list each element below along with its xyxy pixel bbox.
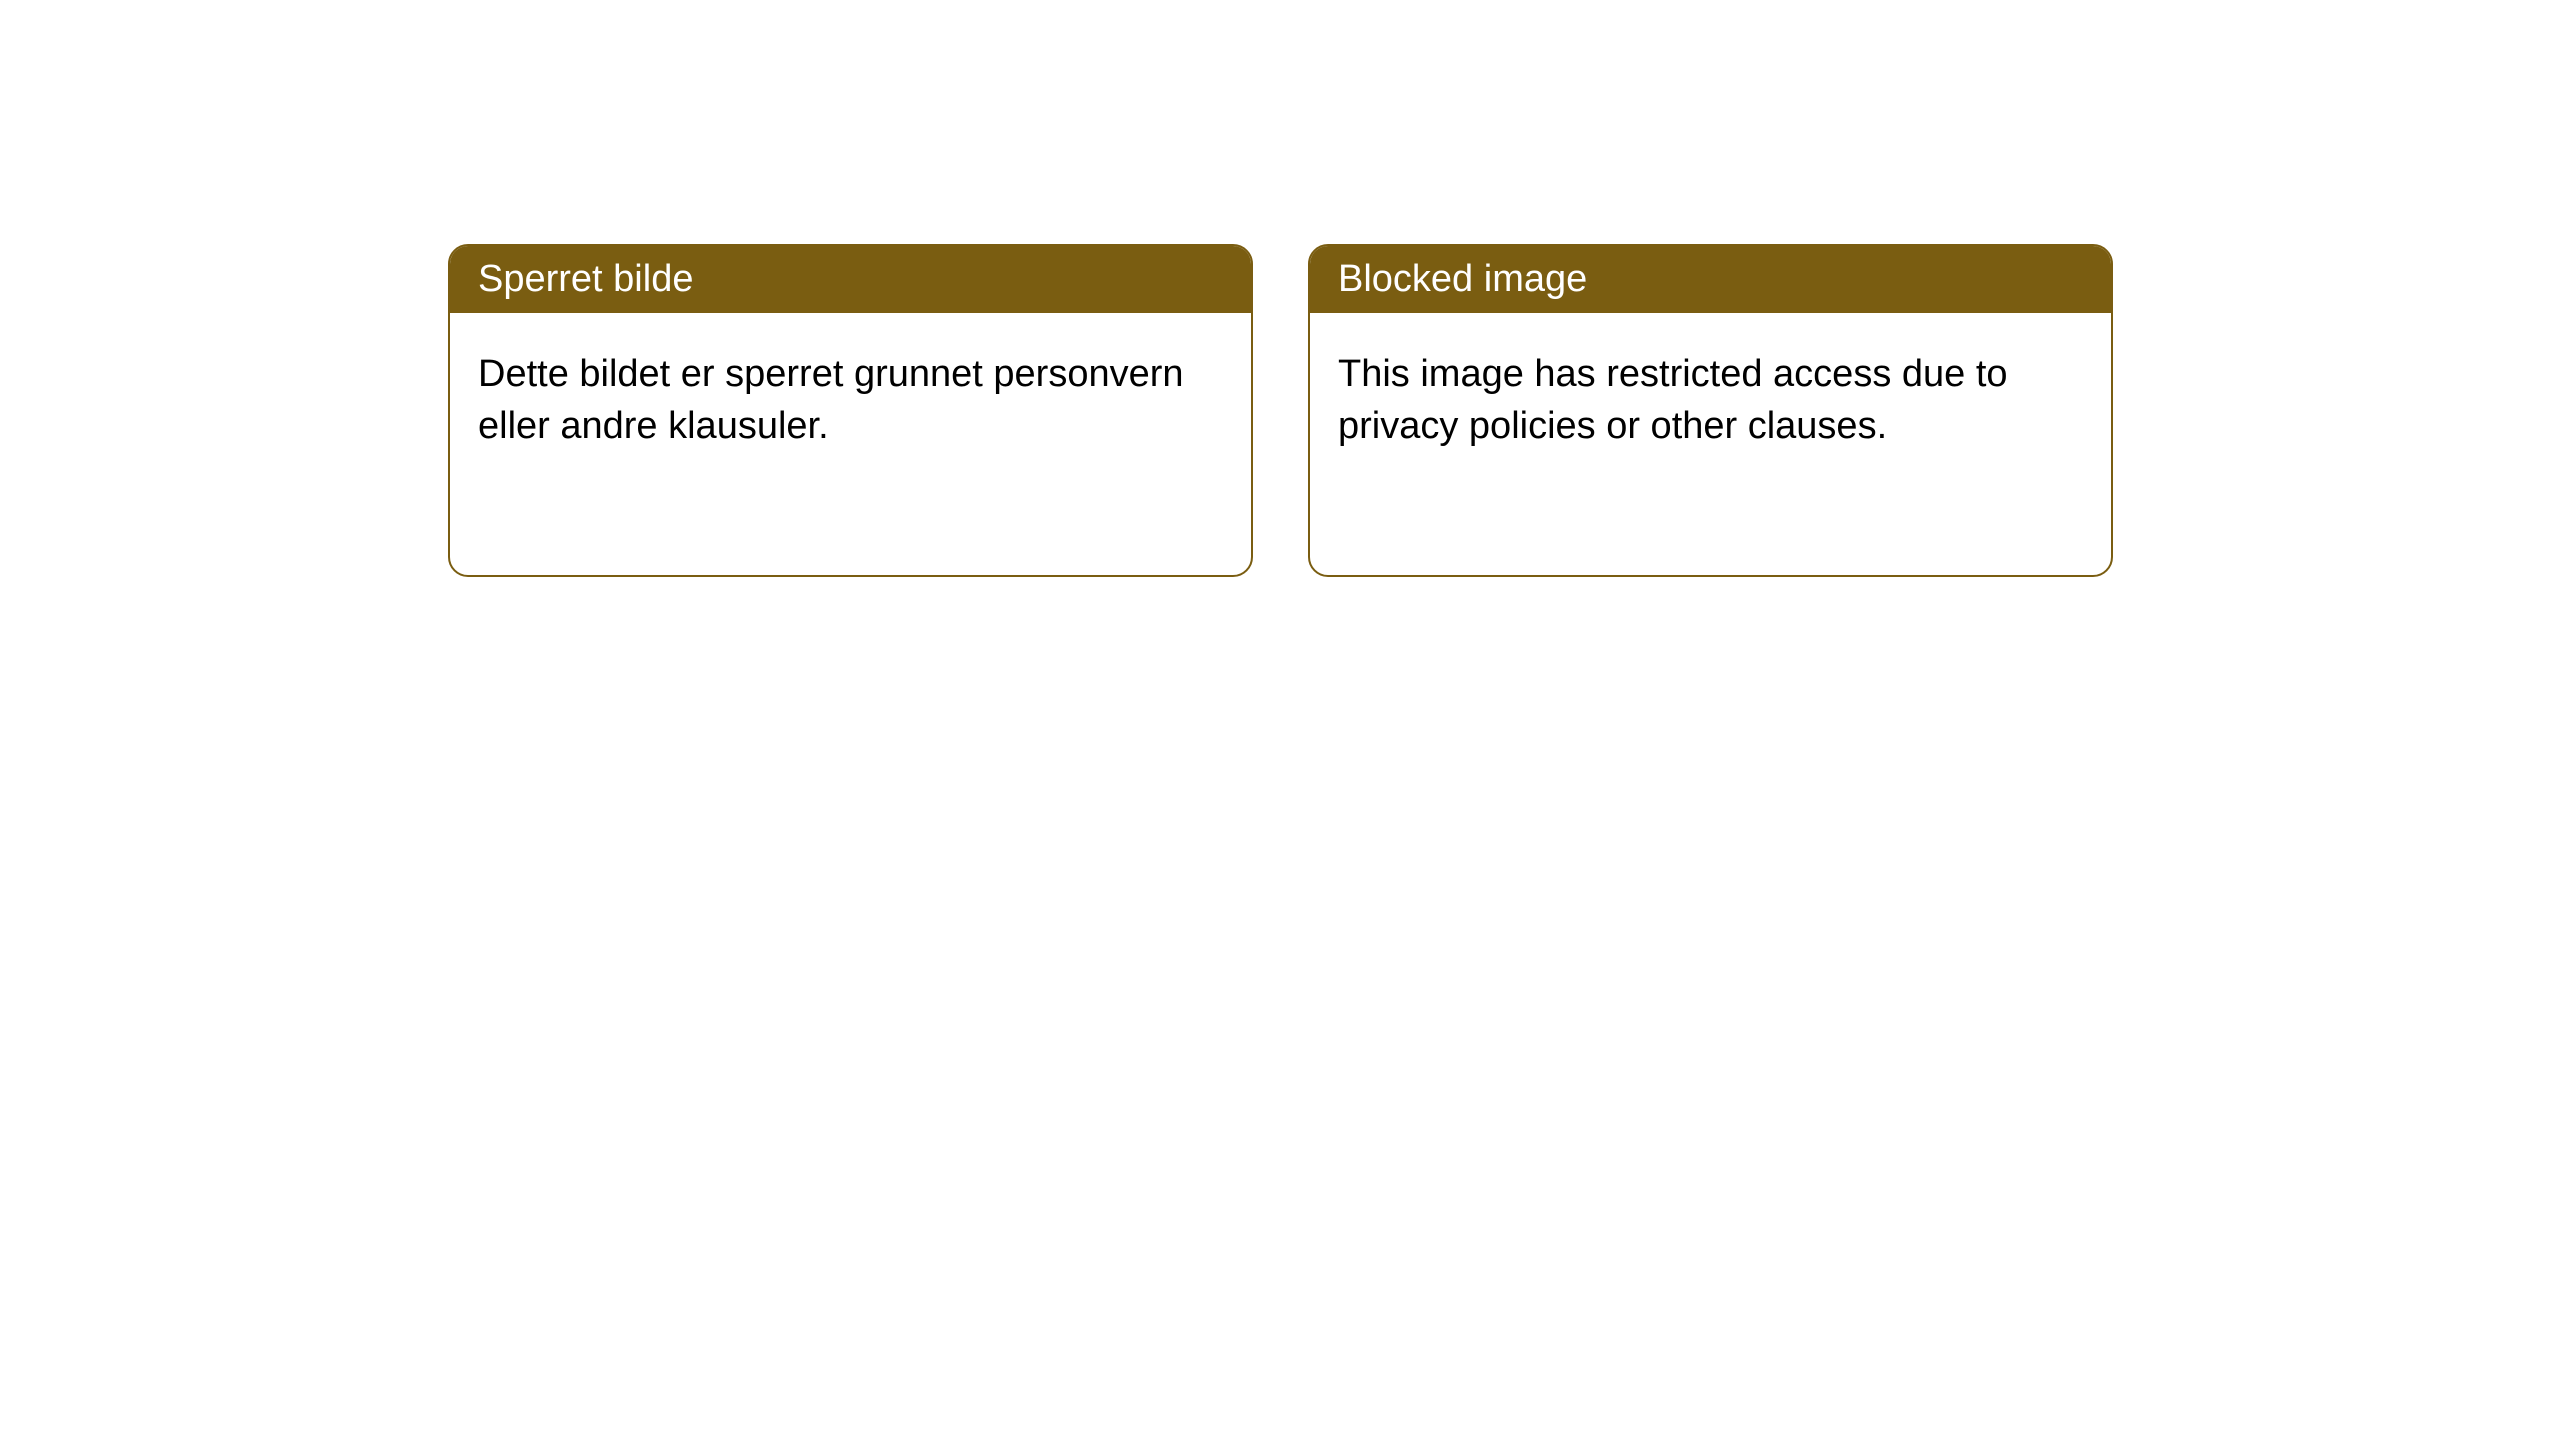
card-header: Blocked image	[1310, 246, 2111, 313]
card-message: This image has restricted access due to …	[1338, 353, 2008, 446]
notice-container: Sperret bilde Dette bildet er sperret gr…	[0, 0, 2560, 577]
blocked-image-card-en: Blocked image This image has restricted …	[1308, 244, 2113, 577]
card-title: Sperret bilde	[478, 258, 693, 300]
blocked-image-card-no: Sperret bilde Dette bildet er sperret gr…	[448, 244, 1253, 577]
card-body: Dette bildet er sperret grunnet personve…	[450, 313, 1251, 488]
card-body: This image has restricted access due to …	[1310, 313, 2111, 488]
card-message: Dette bildet er sperret grunnet personve…	[478, 353, 1184, 446]
card-header: Sperret bilde	[450, 246, 1251, 313]
card-title: Blocked image	[1338, 258, 1587, 300]
